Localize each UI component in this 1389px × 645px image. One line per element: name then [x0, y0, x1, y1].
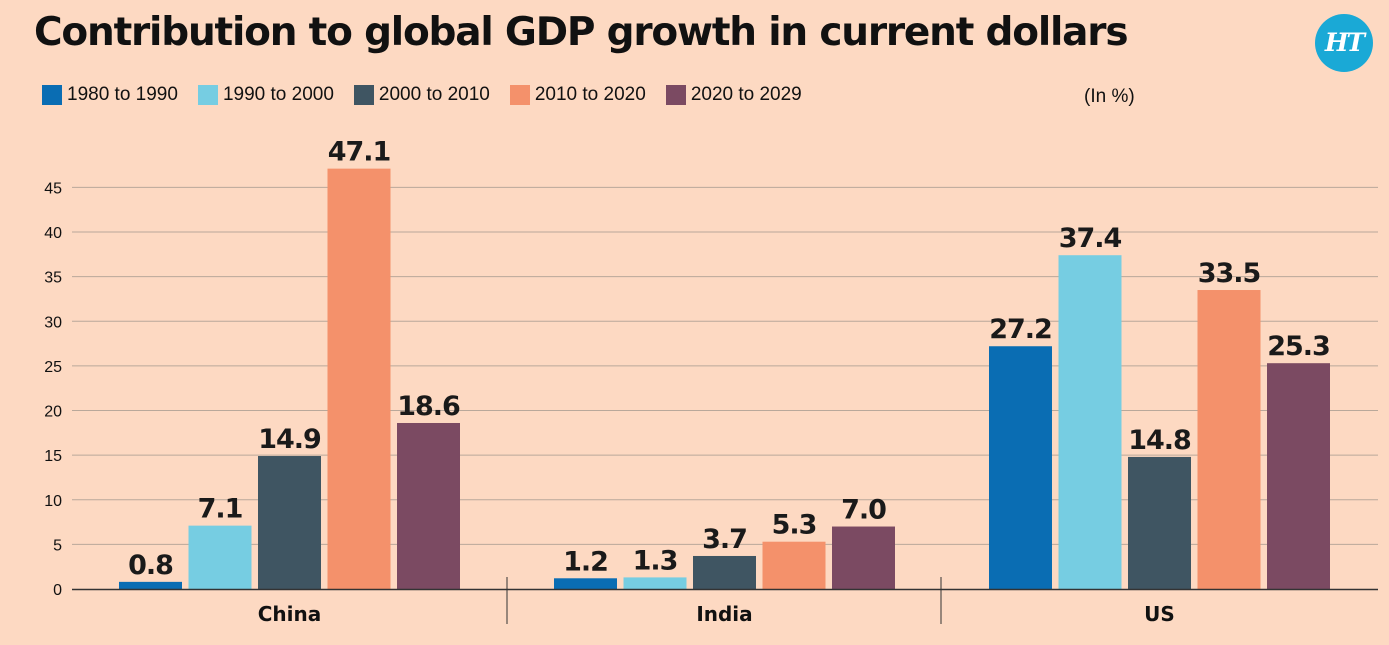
ht-logo: HT — [1315, 14, 1373, 72]
bars — [119, 168, 1330, 589]
legend-item-1980-to-1990: 1980 to 1990 — [42, 84, 178, 106]
legend-label: 1980 to 1990 — [67, 84, 178, 105]
data-label-india-2020-to-2029: 7.0 — [841, 495, 886, 526]
legend: 1980 to 1990 1990 to 2000 2000 to 2010 2010… — [42, 84, 822, 106]
legend-item-2000-to-2010: 2000 to 2010 — [353, 84, 490, 106]
legend-swatch — [197, 85, 218, 105]
data-label-us-2000-to-2010: 14.8 — [1128, 425, 1191, 456]
y-tick-label-20: 20 — [44, 404, 62, 421]
legend-swatch — [42, 85, 62, 105]
bar-india-2010-to-2020 — [762, 541, 826, 589]
x-category-label-us: US — [1144, 602, 1175, 626]
legend-label: 2010 to 2020 — [534, 84, 646, 105]
bar-us-1990-to-2000 — [1058, 255, 1122, 589]
data-label-us-2020-to-2029: 25.3 — [1267, 331, 1330, 362]
bar-india-1980-to-1990 — [554, 578, 617, 589]
bar-us-2020-to-2029 — [1267, 363, 1330, 589]
data-label-us-2010-to-2020: 33.5 — [1198, 258, 1261, 289]
y-tick-label-10: 10 — [44, 493, 62, 510]
data-label-china-1990-to-2000: 7.1 — [198, 494, 243, 525]
data-label-china-1980-to-1990: 0.8 — [128, 550, 173, 581]
data-label-us-1990-to-2000: 37.4 — [1059, 223, 1122, 254]
data-label-china-2000-to-2010: 14.9 — [258, 424, 321, 455]
legend-swatch — [509, 85, 530, 105]
data-labels: 0.8 1.2 27.2 7.1 1.3 37.4 14.9 3.7 14.8 47.1 5.3 33… — [128, 137, 1331, 581]
legend-label: 2020 to 2029 — [690, 84, 802, 105]
y-tick-label-40: 40 — [44, 225, 62, 242]
legend-item-2010-to-2020: 2010 to 2020 — [509, 84, 646, 106]
axes: 0 5 10 15 20 25 30 35 40 45 China India US — [44, 180, 1378, 626]
legend-swatch — [353, 85, 374, 105]
bar-india-2000-to-2010 — [693, 555, 756, 589]
data-label-india-2010-to-2020: 5.3 — [772, 510, 817, 541]
data-label-china-2020-to-2029: 18.6 — [397, 391, 460, 422]
x-category-label-india: India — [696, 602, 752, 626]
y-tick-label-35: 35 — [44, 270, 62, 287]
y-tick-label-5: 5 — [53, 537, 62, 554]
bar-india-1990-to-2000 — [623, 577, 687, 589]
data-label-china-2010-to-2020: 47.1 — [328, 137, 391, 168]
y-tick-label-30: 30 — [44, 314, 62, 331]
bar-china-1980-to-1990 — [119, 581, 182, 589]
y-tick-label-15: 15 — [44, 448, 62, 465]
bar-china-1990-to-2000 — [188, 525, 252, 589]
unit-label: (In %) — [1084, 86, 1135, 107]
data-label-india-1990-to-2000: 1.3 — [633, 545, 678, 576]
data-label-us-1980-to-1990: 27.2 — [989, 314, 1052, 345]
bar-india-2020-to-2029 — [832, 526, 895, 589]
bar-china-2020-to-2029 — [397, 422, 460, 589]
y-tick-label-0: 0 — [53, 582, 62, 599]
legend-label: 2000 to 2010 — [378, 84, 490, 105]
legend-item-2020-to-2029: 2020 to 2029 — [665, 84, 802, 106]
legend-item-1990-to-2000: 1990 to 2000 — [197, 84, 334, 106]
bar-us-2000-to-2010 — [1128, 456, 1191, 589]
bar-china-2010-to-2020 — [327, 168, 391, 589]
data-label-india-2000-to-2010: 3.7 — [702, 524, 747, 555]
legend-label: 1990 to 2000 — [222, 84, 334, 105]
bar-us-2010-to-2020 — [1197, 290, 1261, 589]
bar-china-2000-to-2010 — [258, 456, 321, 589]
x-category-label-china: China — [258, 602, 322, 626]
y-tick-label-25: 25 — [44, 359, 62, 376]
data-label-india-1980-to-1990: 1.2 — [563, 546, 608, 577]
y-tick-label-45: 45 — [44, 180, 62, 197]
legend-swatch — [665, 85, 686, 105]
bar-us-1980-to-1990 — [989, 346, 1052, 589]
chart-title: Contribution to global GDP growth in cur… — [34, 10, 1129, 55]
